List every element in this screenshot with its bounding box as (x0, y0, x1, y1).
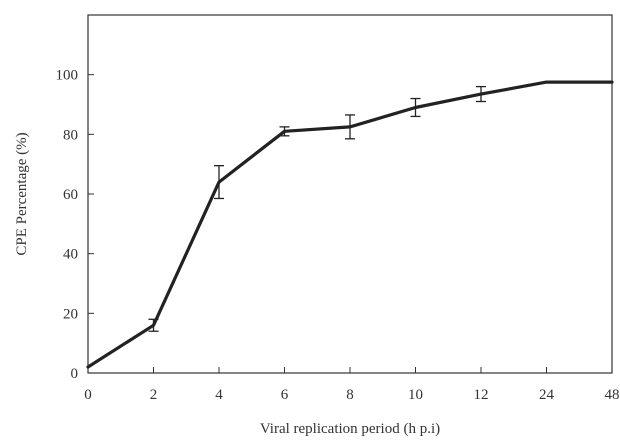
x-tick-label: 4 (215, 387, 223, 403)
y-tick-label: 80 (63, 127, 78, 143)
x-tick-label: 8 (346, 387, 354, 403)
y-tick-label: 20 (63, 306, 78, 322)
x-axis-ticks: 0 2 4 6 8 10 12 24 48 (84, 367, 620, 403)
x-tick-label: 24 (539, 387, 555, 403)
y-tick-label: 0 (71, 366, 79, 382)
x-tick-label: 12 (474, 387, 489, 403)
y-tick-label: 40 (63, 247, 78, 263)
y-axis-label: CPE Percentage (%) (14, 132, 30, 255)
x-tick-label: 0 (84, 387, 92, 403)
y-axis-ticks: 0 20 40 60 80 100 (56, 68, 94, 382)
x-tick-label: 48 (605, 387, 620, 403)
series-lines (86, 80, 614, 369)
x-tick-label: 2 (150, 387, 158, 403)
plot-frame (87, 14, 613, 374)
error-bars (148, 85, 486, 332)
y-tick-label: 100 (56, 68, 79, 84)
series-line (86, 80, 614, 369)
x-tick-label: 10 (408, 387, 423, 403)
x-axis-label: Viral replication period (h p.i) (260, 421, 440, 437)
y-tick-label: 60 (63, 187, 78, 203)
x-tick-label: 6 (281, 387, 289, 403)
